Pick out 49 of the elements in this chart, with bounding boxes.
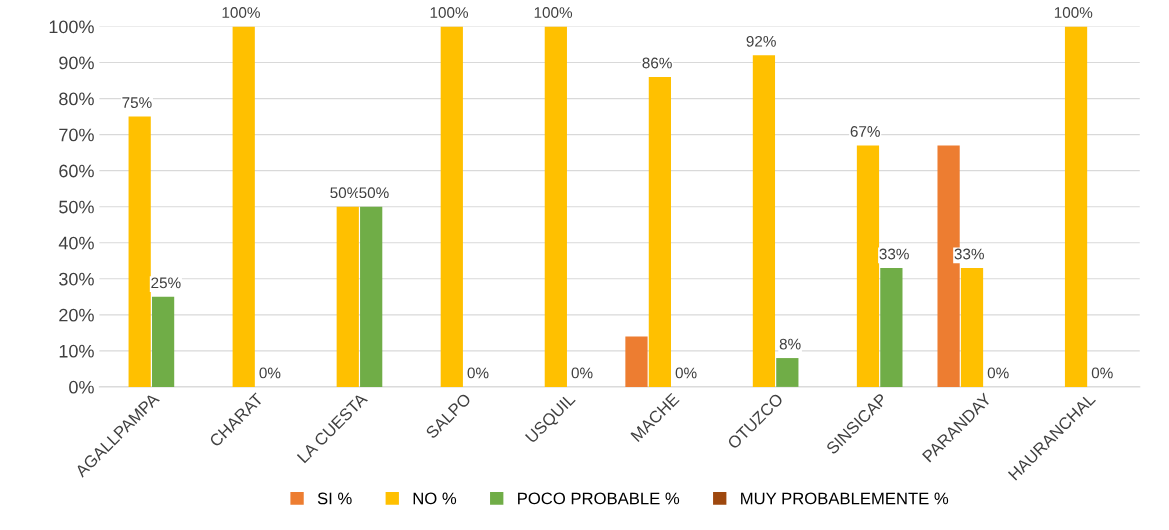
data-label: 100% bbox=[222, 7, 260, 18]
bar bbox=[776, 358, 799, 387]
bar bbox=[440, 26, 463, 387]
data-label: 8% bbox=[779, 338, 801, 350]
bar bbox=[856, 145, 880, 387]
bar bbox=[360, 206, 383, 387]
y-tick-label: 20% bbox=[59, 308, 94, 322]
data-label: 33% bbox=[954, 248, 984, 260]
data-label: 100% bbox=[1054, 7, 1093, 18]
data-label: 25% bbox=[151, 277, 181, 289]
y-tick-label: 100% bbox=[49, 20, 94, 34]
legend-label: SI % bbox=[317, 492, 352, 505]
y-tick-label: 50% bbox=[59, 200, 94, 214]
data-label: 0% bbox=[1091, 367, 1113, 379]
bar bbox=[625, 336, 648, 387]
bar bbox=[232, 26, 255, 387]
y-tick-label: 0% bbox=[69, 380, 94, 394]
y-tick-label: 40% bbox=[58, 236, 94, 250]
y-tick-label: 60% bbox=[59, 164, 94, 178]
data-label: 100% bbox=[534, 7, 573, 18]
data-label: 92% bbox=[746, 35, 776, 47]
data-label: 0% bbox=[571, 367, 593, 379]
y-tick-label: 80% bbox=[59, 92, 94, 106]
data-label: 0% bbox=[467, 367, 489, 379]
bar bbox=[544, 26, 567, 387]
y-tick-label: 30% bbox=[59, 272, 94, 286]
data-label: 100% bbox=[430, 7, 469, 18]
y-tick-label: 10% bbox=[59, 344, 94, 358]
data-label: 0% bbox=[259, 367, 281, 379]
y-tick-label: 90% bbox=[59, 56, 94, 70]
bar bbox=[1064, 26, 1088, 387]
bar bbox=[151, 296, 175, 387]
data-label: 50% bbox=[359, 187, 389, 199]
bar bbox=[336, 206, 359, 387]
data-label: 67% bbox=[850, 126, 880, 137]
y-tick-label: 70% bbox=[59, 128, 94, 142]
data-label: 0% bbox=[675, 367, 697, 379]
bar bbox=[648, 76, 672, 387]
legend-label: POCO PROBABLE % bbox=[518, 492, 680, 505]
legend-label: MUY PROBABLEMENTE % bbox=[741, 492, 949, 505]
data-label: 75% bbox=[122, 97, 152, 109]
bar bbox=[752, 55, 776, 387]
data-label: 86% bbox=[642, 57, 672, 69]
data-label: 0% bbox=[987, 367, 1009, 379]
legend-label: NO % bbox=[413, 492, 457, 505]
bar bbox=[880, 267, 903, 387]
data-label: 33% bbox=[879, 248, 909, 260]
bar bbox=[128, 116, 151, 387]
bar bbox=[960, 267, 984, 387]
